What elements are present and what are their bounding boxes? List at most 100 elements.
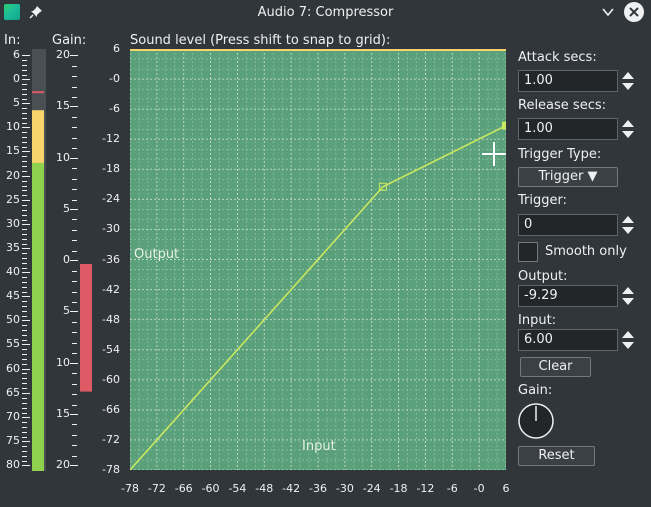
plot-x-tick: -0 [473,482,485,495]
gain-meter-tick-mark [72,168,77,170]
curve-handle-point[interactable] [378,182,387,191]
plot-x-tick: -12 [416,482,435,495]
gain-meter-tick-mark [72,394,77,396]
in-meter-tick-mark [22,440,30,442]
gain-meter-tick-mark [72,455,77,457]
in-meter-yellow-level [32,110,44,163]
in-meter-tick-mark [22,272,30,274]
pin-icon[interactable] [28,4,44,20]
window-title: Audio 7: Compressor [257,5,394,20]
gain-meter-tick-mark [72,229,77,231]
in-meter-tick-mark [22,340,27,342]
chevron-down-icon[interactable] [600,4,616,20]
in-meter-green-level [32,162,44,471]
in-meter-tick-mark [22,412,27,414]
in-meter-tick: 15 [6,144,20,158]
in-meter-tick-mark [22,267,27,269]
in-meter-tick-mark [22,161,27,163]
gain-meter-tick-mark [72,353,77,355]
in-meter-tick-mark [22,84,27,86]
in-meter-tick: 0 [13,72,20,86]
in-meter-tick-mark [22,151,30,153]
gain-meter-tick-mark [70,362,78,364]
in-meter-tick-mark [22,445,27,447]
plot-x-tick: -30 [335,482,354,495]
in-meter-tick-mark [22,436,27,438]
in-meter-tick-mark [22,74,27,76]
close-button[interactable] [624,2,644,22]
gain-meter-tick-mark [72,383,77,385]
trigger-type-label: Trigger Type: [518,147,602,162]
plot-y-tick: -66 [102,402,120,416]
in-meter-tick-mark [22,64,27,66]
gain-meter-tick-mark [72,291,77,293]
attack-spinner-icon[interactable] [621,70,635,92]
in-meter-tick-mark [22,306,27,308]
reset-button[interactable]: Reset [518,446,595,466]
trigger-type-dropdown[interactable]: Trigger ▼ [518,167,618,187]
gain-meter-tick-mark [72,302,77,304]
trigger-spinner-icon[interactable] [621,214,635,236]
plot-output-label: Output [134,247,180,262]
in-meter-tick-mark [22,296,30,298]
smooth-only-checkbox[interactable] [518,242,538,262]
compressor-curve-plot[interactable]: Output Input [130,49,506,470]
in-meter-tick-mark [22,69,27,71]
in-meter-tick-mark [22,55,30,56]
plot-y-tick: 6 [113,42,120,55]
in-meter-tick: 60 [6,361,20,375]
plot-x-tick: -48 [255,482,274,495]
curve-handle-point[interactable] [502,121,507,130]
in-meter-tick-mark [22,79,30,81]
output-input[interactable]: -9.29 [518,285,618,307]
in-meter-tick: 80 [6,458,20,471]
in-meter-tick: 65 [6,385,20,399]
in-meter-tick-mark [22,460,27,462]
in-meter-tick-mark [22,59,27,61]
release-spinner-icon[interactable] [621,118,635,140]
plot-x-tick: -42 [282,482,301,495]
in-meter-tick-mark [22,180,27,182]
gain-meter-tick-mark [72,76,77,78]
gain-meter-tick-mark [70,311,78,313]
gain-meter-tick-mark [72,178,77,180]
gain-meter-tick: 0 [63,253,70,266]
trigger-input[interactable]: 0 [518,214,618,236]
in-meter-tick-mark [22,344,30,346]
gain-meter-tick-mark [72,199,77,201]
in-meter-tick-mark [22,127,30,129]
clear-button[interactable]: Clear [520,357,591,377]
in-meter-tick-mark [22,416,30,418]
in-meter-tick-mark [22,359,27,361]
in-meter-tick-mark [22,291,27,293]
in-meter-tick-mark [22,368,30,370]
gain-meter-tick-mark [72,116,77,118]
in-meter-tick-mark [22,465,30,466]
gain-knob[interactable] [518,403,554,439]
in-meter-tick-mark [22,166,27,168]
curve-canvas[interactable] [130,49,506,470]
release-input[interactable]: 1.00 [518,118,618,140]
gain-meter-tick-mark [72,240,77,242]
in-meter-tick-mark [22,219,27,221]
compressor-curve-line[interactable] [130,124,506,470]
input-input[interactable]: 6.00 [518,329,618,351]
gain-meter-tick: 20 [56,458,70,471]
sound-level-label: Sound level (Press shift to snap to grid… [130,33,391,48]
in-meter-tick-mark [22,137,27,139]
in-meter-tick-mark [22,325,27,327]
in-meter-tick-mark [22,455,27,457]
output-spinner-icon[interactable] [621,285,635,307]
in-meter-tick-mark [22,175,30,177]
in-meter-tick-mark [22,450,27,452]
in-meter-tick-mark [22,311,27,313]
plot-y-tick: -36 [102,252,120,266]
gain-meter-tick-mark [72,321,77,323]
in-meter-tick: 35 [6,240,20,254]
in-meter-tick-mark [22,354,27,356]
attack-input[interactable]: 1.00 [518,70,618,92]
in-meter-tick: 6 [13,48,20,61]
in-meter-tick: 50 [6,313,20,327]
input-spinner-icon[interactable] [621,329,635,351]
in-meter-tick-mark [22,209,27,211]
